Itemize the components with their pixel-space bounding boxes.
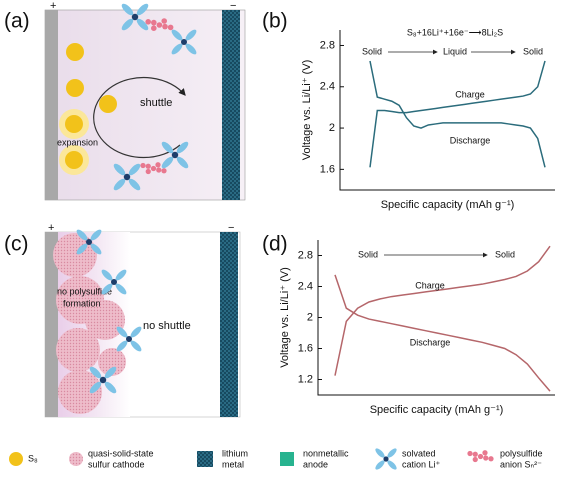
legend-label: anion Sₙ²⁻ — [500, 459, 542, 469]
reaction-label: S₈+16Li⁺+16e⁻⟶8Li₂S — [407, 27, 503, 37]
x-axis-label: Specific capacity (mAh g⁻¹) — [370, 404, 504, 416]
no-polysulfide-label: formation — [63, 298, 101, 308]
x-axis-label: Specific capacity (mAh g⁻¹) — [381, 199, 515, 211]
panel-label: (c) — [4, 233, 29, 256]
y-axis-label: Voltage vs. Li/Li⁺ (V) — [279, 267, 291, 368]
no-polysulfide-label: no polysulfide — [57, 286, 112, 296]
legend-label: nonmetallic — [303, 448, 349, 458]
diagram-a: + − shuttle expansion — [44, 0, 246, 201]
legend-label: quasi-solid-state — [88, 448, 154, 458]
curve — [369, 60, 546, 168]
axes-frame — [339, 30, 555, 191]
state-label: Solid — [362, 46, 382, 56]
legend-label: S₈ — [28, 453, 38, 463]
y-tick-label: 2.8 — [320, 39, 335, 51]
curve-label: Charge — [455, 89, 485, 99]
curve — [334, 245, 551, 376]
y-tick-label: 2 — [307, 311, 313, 323]
panel-label: (d) — [262, 233, 288, 256]
legend-label: metal — [222, 459, 244, 469]
legend-label: polysulfide — [500, 448, 543, 458]
plus-sign: + — [50, 0, 56, 12]
curve-label: Discharge — [450, 135, 491, 145]
y-tick-label: 1.6 — [298, 342, 313, 354]
y-tick-label: 1.2 — [298, 373, 313, 385]
y-tick-label: 2.4 — [298, 280, 313, 292]
curve — [369, 60, 546, 168]
plus-sign: + — [48, 222, 54, 234]
y-tick-label: 1.6 — [320, 163, 335, 175]
legend-label: cation Li⁺ — [402, 459, 441, 469]
curve-label: Charge — [415, 280, 445, 290]
state-label: Solid — [358, 249, 378, 259]
minus-sign: − — [228, 222, 234, 234]
curve — [334, 274, 551, 392]
axes-frame — [317, 240, 555, 396]
legend-label: sulfur cathode — [88, 459, 145, 469]
legend-label: anode — [303, 459, 328, 469]
shuttle-label: shuttle — [140, 97, 172, 109]
state-label: Liquid — [443, 46, 467, 56]
minus-sign: − — [230, 0, 236, 12]
y-tick-label: 2 — [329, 122, 335, 134]
legend-label: solvated — [402, 448, 436, 458]
curve-label: Discharge — [410, 337, 451, 347]
y-tick-label: 2.4 — [320, 81, 335, 93]
expansion-label: expansion — [57, 137, 98, 147]
y-axis-label: Voltage vs. Li/Li⁺ (V) — [301, 60, 313, 161]
y-tick-label: 2.8 — [298, 249, 313, 261]
panel-label: (a) — [4, 10, 30, 33]
legend — [9, 447, 494, 471]
legend-label: lithium — [222, 448, 248, 458]
state-label: Solid — [523, 46, 543, 56]
no-shuttle-label: no shuttle — [143, 320, 191, 332]
diagram-c: + − no polysulfide formation no shuttle — [44, 222, 241, 418]
state-label: Solid — [495, 249, 515, 259]
panel-label: (b) — [262, 10, 288, 33]
